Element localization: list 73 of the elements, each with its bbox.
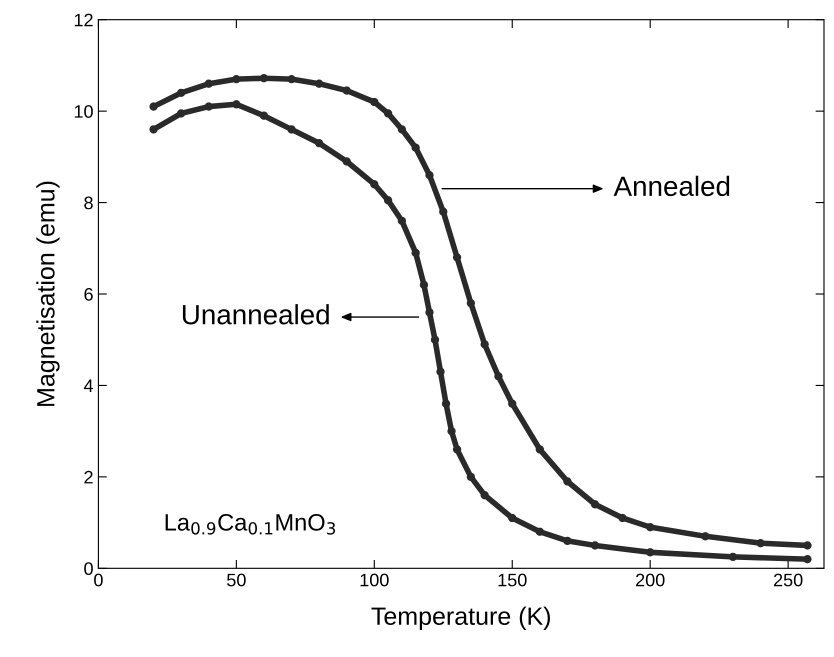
annotation: Unannealed [182,304,329,325]
x-tick-label: 150 [498,574,527,586]
point [232,100,241,108]
point [425,308,434,316]
y-tick-label: 12 [74,14,93,26]
point [412,144,420,152]
annotation: Annealed [614,176,730,196]
point [204,80,213,88]
point [536,445,544,454]
point [232,74,241,84]
point [508,400,516,408]
point [430,336,440,344]
point [590,541,600,550]
point [420,280,428,290]
point [480,490,489,500]
point [442,400,450,408]
point [412,248,420,258]
x-tick-label: 250 [774,574,802,586]
point [494,372,503,380]
point [480,340,489,348]
y-tick-label: 4 [84,380,94,392]
point [398,125,406,134]
point [803,554,812,564]
point [728,552,738,562]
point [436,368,445,376]
point [803,541,812,550]
x-tick-label: 50 [227,574,246,586]
x-axis-title: Temperature (K) [371,606,550,630]
point [701,532,710,540]
point [314,138,324,148]
point [466,298,476,308]
y-axis-title: Magnetisation (emu) [36,182,60,406]
point [452,445,462,454]
point [370,180,378,188]
point [536,528,544,536]
point [618,514,627,522]
y-tick-label: 10 [74,105,93,118]
point [204,102,213,111]
point [384,109,392,118]
point [177,88,186,98]
point [563,536,572,546]
point [384,196,392,204]
point [508,514,516,522]
point [260,112,268,120]
point [756,538,765,548]
point [287,74,296,84]
annotation: La$_{0.9}$Ca$_{0.1}$MnO$_{3}$ [166,514,336,535]
point [452,253,462,262]
point [342,157,351,166]
point [314,80,324,88]
x-tick-label: 100 [360,574,389,586]
point [370,98,378,106]
x-tick-label: 0 [94,574,103,586]
point [447,426,456,436]
point [466,472,476,482]
y-tick-label: 6 [84,288,93,301]
point [260,74,268,82]
point [425,170,434,180]
point [149,125,158,134]
y-tick-label: 8 [84,196,93,210]
point [646,522,654,532]
point [398,216,406,226]
point [439,208,448,216]
y-tick-label: 2 [84,470,93,484]
point [590,500,600,508]
point [563,477,572,486]
point [177,109,186,118]
y-tick-label: 0 [84,562,93,576]
point [149,102,158,111]
x-tick-label: 200 [636,574,665,586]
point [287,125,296,134]
point [342,86,351,95]
point [646,548,654,556]
